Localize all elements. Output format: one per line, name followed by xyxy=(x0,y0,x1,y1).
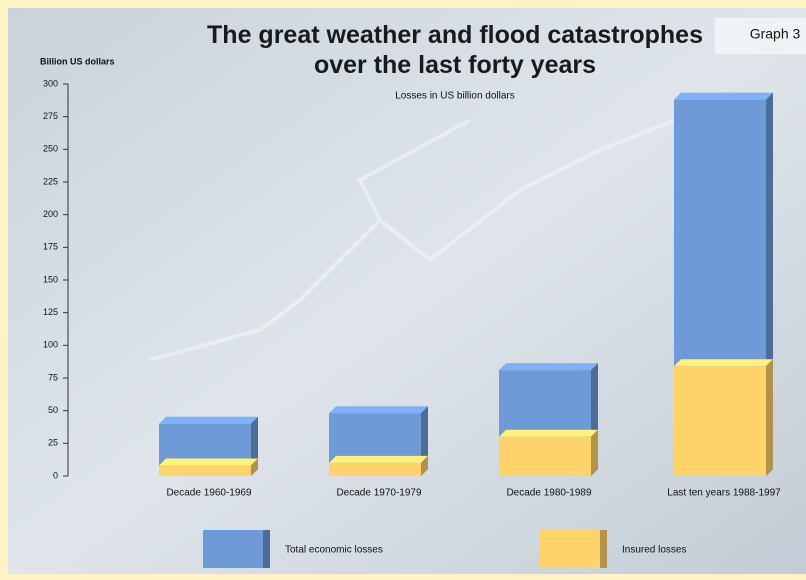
bar-side xyxy=(251,458,258,476)
y-tick-label: 125 xyxy=(43,307,58,317)
panel xyxy=(8,8,806,574)
y-tick-label: 0 xyxy=(53,470,58,480)
background-lightning xyxy=(149,108,701,362)
x-tick-label: Decade 1970-1979 xyxy=(336,488,422,499)
y-tick-label: 250 xyxy=(43,144,58,154)
subtitle: Losses in US billion dollars xyxy=(395,91,515,102)
graph-tag: Graph 3 xyxy=(750,26,801,42)
bar xyxy=(674,366,766,476)
bar-side xyxy=(766,359,773,476)
legend-label: Insured losses xyxy=(622,545,686,556)
x-tick-label: Decade 1980-1989 xyxy=(506,488,592,499)
y-tick-label: 100 xyxy=(43,340,58,350)
y-tick-label: 75 xyxy=(48,372,58,382)
legend-swatch xyxy=(203,530,263,568)
y-tick-label: 150 xyxy=(43,274,58,284)
y-tick-label: 300 xyxy=(43,78,58,88)
y-axis-label: Billion US dollars xyxy=(40,56,115,66)
tag-bg xyxy=(715,18,806,54)
y-tick-label: 175 xyxy=(43,242,58,252)
chart-title: The great weather and flood catastrophes… xyxy=(207,21,703,79)
bar-top xyxy=(499,429,598,437)
bar-top xyxy=(499,363,598,371)
y-tick-label: 200 xyxy=(43,209,58,219)
legend-swatch-side xyxy=(600,530,607,568)
legend-swatch-side xyxy=(263,530,270,568)
bar xyxy=(499,436,591,476)
bar-top xyxy=(159,416,258,424)
y-tick-label: 275 xyxy=(43,111,58,121)
legend-label: Total economic losses xyxy=(285,545,383,556)
bar-top xyxy=(674,359,773,367)
bar xyxy=(159,465,251,476)
bar xyxy=(329,462,421,476)
y-tick-label: 225 xyxy=(43,176,58,186)
legend-swatch xyxy=(540,530,600,568)
y-tick-label: 50 xyxy=(48,405,58,415)
bar-top xyxy=(674,92,773,100)
bar-top xyxy=(329,455,428,463)
bar-top xyxy=(329,406,428,414)
x-tick-label: Last ten years 1988-1997 xyxy=(667,488,781,499)
bar-top xyxy=(159,458,258,466)
bar-side xyxy=(591,429,598,476)
y-tick-label: 25 xyxy=(48,438,58,448)
x-tick-label: Decade 1960-1969 xyxy=(166,488,252,499)
bar-side xyxy=(421,455,428,476)
